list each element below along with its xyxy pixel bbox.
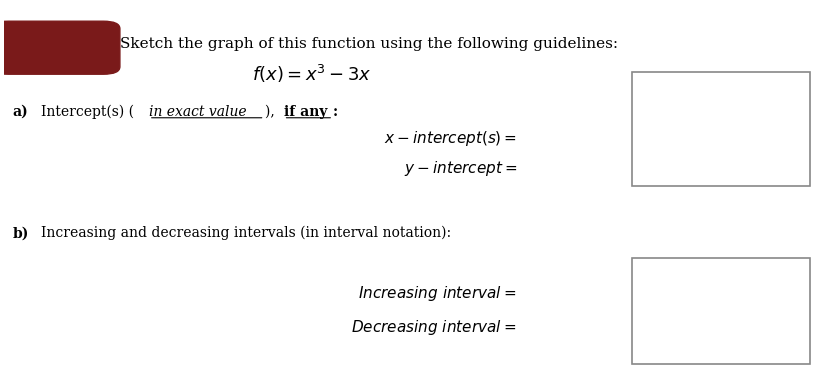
Text: b): b) [13,226,29,240]
FancyBboxPatch shape [0,21,120,74]
Text: Increasing and decreasing intervals (in interval notation):: Increasing and decreasing intervals (in … [42,226,452,240]
Text: in exact value: in exact value [149,105,246,119]
Text: a): a) [13,105,28,119]
Text: $Increasing\ interval =$: $Increasing\ interval =$ [358,284,517,303]
Text: if any: if any [284,105,327,119]
Text: $f(x) = x^3 - 3x$: $f(x) = x^3 - 3x$ [252,63,372,85]
Text: $y-intercept =$: $y-intercept =$ [403,159,517,178]
Text: ),: ), [265,105,279,119]
Text: Intercept(s) (: Intercept(s) ( [42,105,134,119]
Text: :: : [333,105,338,119]
Text: Sketch the graph of this function using the following guidelines:: Sketch the graph of this function using … [120,37,618,51]
Bar [632,258,810,364]
Bar [632,72,810,186]
Text: $Decreasing\ interval =$: $Decreasing\ interval =$ [352,319,517,337]
Text: $x-intercept(s) =$: $x-intercept(s) =$ [383,129,517,148]
